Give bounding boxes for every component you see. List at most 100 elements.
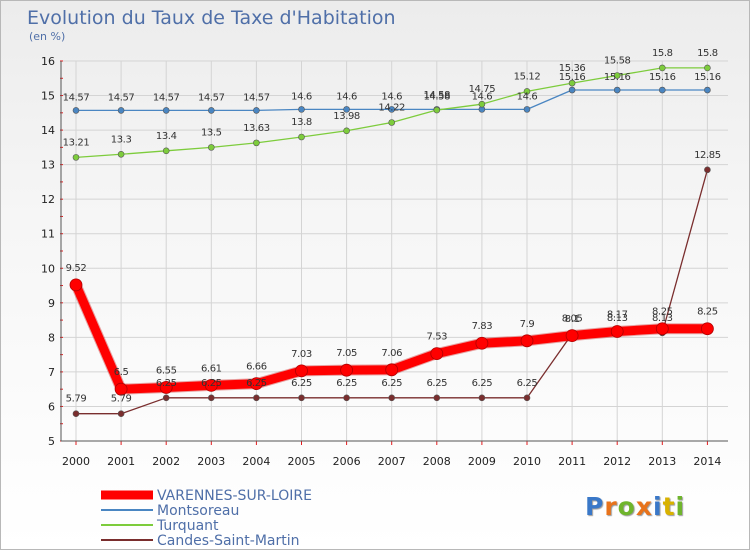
data-point bbox=[204, 378, 218, 392]
data-point bbox=[475, 336, 489, 350]
data-label: 6.25 bbox=[472, 378, 493, 389]
y-tick-label: 14 bbox=[41, 124, 55, 137]
y-tick-label: 8 bbox=[48, 331, 55, 344]
data-label: 7.83 bbox=[472, 321, 493, 332]
data-label: 14.57 bbox=[243, 92, 270, 103]
data-point bbox=[298, 106, 305, 113]
data-point bbox=[295, 364, 308, 378]
data-label: 13.3 bbox=[111, 134, 132, 145]
data-point bbox=[658, 86, 666, 94]
legend-label: Turquant bbox=[156, 518, 219, 534]
data-label: 6.25 bbox=[246, 378, 267, 389]
data-label: 14.57 bbox=[108, 92, 135, 103]
y-tick-label: 11 bbox=[41, 228, 55, 241]
data-label: 5.79 bbox=[111, 394, 132, 405]
data-point bbox=[159, 381, 173, 394]
logo-letter: t bbox=[662, 492, 676, 521]
data-label: 6.66 bbox=[246, 362, 267, 373]
data-label: 14.75 bbox=[469, 84, 496, 95]
data-label: 14.6 bbox=[291, 91, 312, 102]
data-point bbox=[343, 127, 350, 135]
chart-title: Evolution du Taux de Taxe d'Habitation bbox=[27, 7, 396, 29]
x-tick-label: 2014 bbox=[693, 455, 721, 468]
data-point bbox=[208, 394, 215, 402]
data-point bbox=[114, 382, 128, 396]
data-point bbox=[343, 394, 350, 402]
data-label: 13.4 bbox=[156, 131, 177, 142]
data-label: 8.25 bbox=[697, 307, 718, 318]
x-tick-label: 2003 bbox=[197, 455, 225, 468]
logo-letter: i bbox=[675, 492, 686, 521]
y-tick-label: 12 bbox=[41, 193, 55, 206]
x-tick-label: 2002 bbox=[152, 455, 180, 468]
logo-letter: x bbox=[635, 492, 653, 521]
data-label: 15.12 bbox=[514, 71, 541, 82]
x-tick-label: 2008 bbox=[423, 455, 451, 468]
data-point bbox=[298, 394, 305, 402]
data-label: 14.57 bbox=[153, 92, 180, 103]
data-point bbox=[568, 79, 576, 87]
x-tick-label: 2001 bbox=[107, 455, 135, 468]
data-point bbox=[704, 166, 711, 174]
x-tick-label: 2006 bbox=[333, 455, 361, 468]
chart-subtitle: (en %) bbox=[29, 30, 66, 43]
data-label: 13.5 bbox=[201, 127, 222, 138]
data-label: 6.25 bbox=[426, 378, 447, 389]
data-point bbox=[69, 278, 83, 292]
y-tick-label: 16 bbox=[41, 55, 55, 68]
legend-label: VARENNES-SUR-LOIRE bbox=[157, 488, 312, 504]
data-point bbox=[249, 377, 263, 391]
data-label: 15.16 bbox=[694, 72, 721, 83]
data-point bbox=[704, 64, 711, 72]
data-label: 8.17 bbox=[607, 309, 628, 320]
data-label: 14.58 bbox=[423, 91, 450, 102]
data-point bbox=[208, 107, 215, 114]
data-label: 14.57 bbox=[198, 92, 225, 103]
x-tick-label: 2000 bbox=[62, 455, 90, 468]
y-tick-label: 7 bbox=[48, 366, 55, 379]
data-label: 15.16 bbox=[559, 72, 586, 83]
data-point bbox=[298, 133, 305, 141]
data-label: 6.25 bbox=[336, 378, 357, 389]
data-point bbox=[72, 154, 80, 161]
data-point bbox=[388, 119, 396, 126]
data-point bbox=[72, 107, 80, 114]
data-label: 6.25 bbox=[201, 378, 222, 389]
data-label: 15.16 bbox=[604, 72, 631, 83]
data-label: 8.1 bbox=[565, 314, 580, 325]
data-label: 14.6 bbox=[517, 91, 538, 102]
data-label: 13.21 bbox=[63, 137, 90, 148]
data-point bbox=[430, 347, 444, 361]
data-point bbox=[117, 410, 125, 418]
data-point bbox=[478, 394, 486, 402]
data-point bbox=[433, 394, 441, 402]
data-label: 13.8 bbox=[291, 117, 312, 128]
y-tick-label: 13 bbox=[41, 159, 55, 172]
data-label: 14.6 bbox=[381, 91, 402, 102]
data-point bbox=[613, 86, 621, 94]
proxiti-logo: Proxiti bbox=[585, 492, 685, 521]
data-point bbox=[523, 106, 531, 113]
data-label: 13.63 bbox=[243, 123, 270, 134]
data-label: 14.58 bbox=[423, 90, 450, 101]
data-label: 6.55 bbox=[156, 365, 177, 376]
data-label: 12.85 bbox=[694, 150, 721, 161]
data-point bbox=[388, 106, 396, 113]
x-tick-label: 2012 bbox=[603, 455, 631, 468]
data-point bbox=[117, 107, 125, 114]
data-label: 15.8 bbox=[652, 48, 673, 59]
data-point bbox=[565, 329, 579, 343]
x-tick-label: 2010 bbox=[513, 455, 541, 468]
data-label: 8.13 bbox=[607, 313, 628, 324]
x-tick-label: 2009 bbox=[468, 455, 496, 468]
data-label: 15.58 bbox=[604, 56, 631, 67]
data-label: 15.36 bbox=[559, 63, 586, 74]
data-label: 7.05 bbox=[336, 348, 357, 359]
data-label: 5.79 bbox=[66, 394, 87, 405]
data-point bbox=[253, 139, 260, 147]
data-label: 7.53 bbox=[426, 332, 447, 343]
data-point bbox=[385, 363, 399, 377]
data-point bbox=[658, 64, 666, 72]
data-label: 8.25 bbox=[652, 307, 673, 318]
